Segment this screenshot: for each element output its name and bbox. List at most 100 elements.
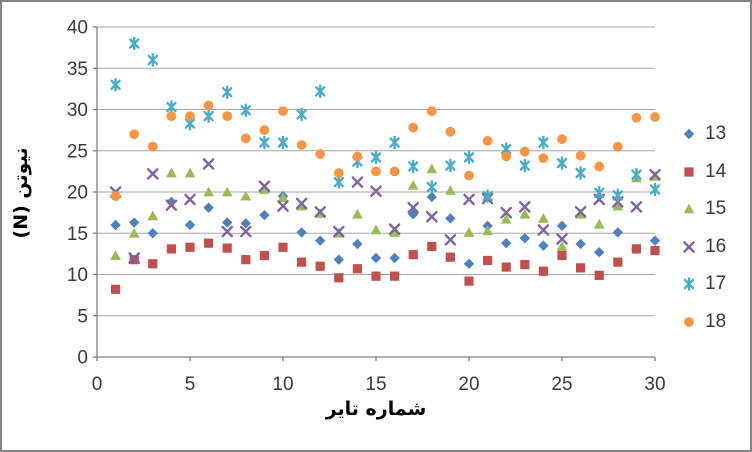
point-17-x26 bbox=[575, 166, 586, 180]
point-14-x17 bbox=[408, 250, 418, 260]
point-18-x8 bbox=[240, 133, 251, 144]
point-13-x19 bbox=[445, 213, 456, 224]
point-18-x22 bbox=[501, 151, 512, 162]
point-16-x7 bbox=[221, 225, 234, 238]
legend-item-17: 17 bbox=[680, 273, 726, 295]
point-14-x4 bbox=[166, 244, 176, 254]
point-13-x5 bbox=[184, 219, 196, 231]
y-tick-label-40: 40 bbox=[67, 18, 88, 39]
legend-label: 18 bbox=[705, 311, 727, 332]
point-15-x8 bbox=[240, 190, 252, 201]
legend-item-14: 14 bbox=[680, 161, 726, 183]
point-14-x3 bbox=[148, 259, 158, 269]
point-13-x2 bbox=[129, 217, 140, 228]
point-13-x18 bbox=[426, 191, 437, 203]
point-13-x20 bbox=[463, 258, 475, 269]
point-17-x9 bbox=[259, 135, 270, 150]
point-16-x11 bbox=[295, 197, 308, 210]
point-15-x24 bbox=[538, 213, 549, 223]
point-14-x25 bbox=[557, 250, 567, 261]
point-13-x12 bbox=[315, 235, 326, 246]
point-17-x27 bbox=[594, 186, 605, 200]
legend-label: 13 bbox=[705, 123, 727, 144]
point-13-x27 bbox=[594, 247, 605, 258]
point-13-x11 bbox=[296, 227, 307, 238]
legend-label: 15 bbox=[705, 198, 727, 220]
series-18 bbox=[110, 100, 660, 202]
point-16-x26 bbox=[574, 205, 587, 218]
point-17-x8 bbox=[240, 103, 252, 118]
point-16-x30 bbox=[649, 168, 661, 181]
point-15-x26 bbox=[575, 208, 586, 219]
point-15-x14 bbox=[352, 208, 363, 219]
x-tick-label-15: 15 bbox=[365, 374, 386, 395]
point-16-x24 bbox=[537, 224, 550, 236]
y-tick-label-35: 35 bbox=[67, 59, 88, 80]
point-15-x3 bbox=[147, 210, 159, 221]
point-14-x12 bbox=[315, 261, 325, 271]
point-15-x16 bbox=[389, 227, 400, 237]
point-18-x6 bbox=[203, 100, 214, 111]
point-15-x4 bbox=[166, 167, 177, 178]
point-18-x29 bbox=[631, 112, 642, 123]
point-16-x4 bbox=[165, 199, 178, 212]
point-15-x6 bbox=[203, 186, 214, 197]
point-15-x1 bbox=[110, 250, 121, 260]
point-13-x26 bbox=[575, 238, 586, 250]
point-14-x16 bbox=[390, 271, 400, 281]
point-18-x30 bbox=[650, 112, 660, 122]
point-13-x6 bbox=[203, 202, 214, 213]
point-18-x18 bbox=[426, 106, 437, 117]
point-14-x5 bbox=[185, 242, 195, 252]
point-13-x24 bbox=[538, 240, 549, 251]
point-18-x24 bbox=[538, 153, 549, 164]
point-13-x30 bbox=[649, 235, 661, 246]
point-18-x23 bbox=[519, 146, 530, 157]
point-16-x18 bbox=[426, 210, 438, 223]
point-14-x15 bbox=[371, 271, 381, 281]
point-17-x18 bbox=[426, 180, 437, 194]
point-17-x3 bbox=[147, 53, 159, 67]
y-tick-label-0: 0 bbox=[77, 348, 88, 369]
point-15-x2 bbox=[128, 227, 140, 238]
x-tick-label-25: 25 bbox=[551, 374, 572, 395]
point-14-x9 bbox=[259, 250, 269, 261]
legend: 13 14 15 16 17 18 bbox=[680, 2, 750, 450]
point-13-x22 bbox=[501, 237, 512, 249]
point-18-x9 bbox=[259, 125, 270, 136]
point-14-x24 bbox=[538, 266, 548, 276]
point-15-x27 bbox=[593, 218, 605, 229]
point-15-x15 bbox=[370, 224, 382, 235]
legend-marker-diamond-icon bbox=[683, 128, 695, 140]
legend-marker-asterisk-icon bbox=[683, 277, 695, 292]
point-18-x26 bbox=[575, 150, 586, 161]
x-tick-label-5: 5 bbox=[185, 374, 196, 395]
series-14 bbox=[111, 238, 660, 294]
point-17-x21 bbox=[482, 189, 493, 203]
point-16-x19 bbox=[444, 234, 457, 246]
point-15-x17 bbox=[407, 180, 419, 190]
x-tick-label-0: 0 bbox=[92, 374, 103, 395]
point-18-x21 bbox=[482, 135, 493, 146]
point-16-x2 bbox=[128, 252, 141, 264]
legend-label: 14 bbox=[705, 160, 727, 182]
point-15-x18 bbox=[426, 163, 438, 174]
point-14-x28 bbox=[613, 257, 623, 267]
point-17-x12 bbox=[315, 84, 326, 99]
point-16-x5 bbox=[184, 193, 196, 206]
point-17-x2 bbox=[128, 36, 140, 51]
legend-item-16: 16 bbox=[680, 236, 726, 258]
y-tick-label-25: 25 bbox=[67, 141, 88, 162]
point-14-x21 bbox=[483, 255, 493, 266]
point-18-x11 bbox=[296, 140, 307, 150]
point-17-x19 bbox=[445, 158, 456, 173]
legend-label: 16 bbox=[705, 235, 727, 257]
point-14-x22 bbox=[501, 262, 511, 272]
point-16-x13 bbox=[333, 225, 345, 238]
point-18-x13 bbox=[333, 168, 344, 178]
point-13-x28 bbox=[612, 227, 623, 238]
point-16-x9 bbox=[258, 180, 271, 193]
x-tick-label-20: 20 bbox=[458, 374, 479, 395]
point-18-x12 bbox=[315, 149, 326, 159]
